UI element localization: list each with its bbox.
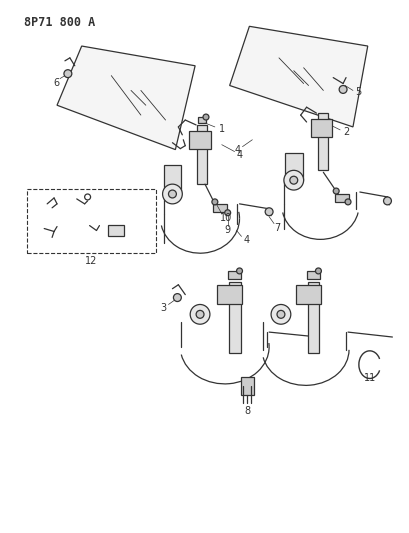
Circle shape xyxy=(225,210,231,216)
Bar xyxy=(198,117,206,123)
Text: 8: 8 xyxy=(244,406,250,416)
Circle shape xyxy=(162,184,182,204)
Circle shape xyxy=(196,310,204,318)
Text: 2: 2 xyxy=(343,127,349,137)
Circle shape xyxy=(173,294,181,302)
Text: 9: 9 xyxy=(225,225,231,236)
Circle shape xyxy=(315,268,321,274)
Text: 1: 1 xyxy=(219,124,225,134)
Bar xyxy=(27,189,156,253)
Text: 4: 4 xyxy=(234,144,240,155)
Bar xyxy=(164,165,181,193)
Text: 10: 10 xyxy=(220,213,232,223)
Circle shape xyxy=(345,199,351,205)
Circle shape xyxy=(333,188,339,194)
Circle shape xyxy=(339,85,347,93)
Bar xyxy=(285,152,303,180)
Circle shape xyxy=(203,114,209,120)
Polygon shape xyxy=(57,46,195,150)
Circle shape xyxy=(284,171,303,190)
Text: 3: 3 xyxy=(160,303,166,313)
Bar xyxy=(108,224,124,237)
Bar xyxy=(240,377,254,395)
Bar xyxy=(229,282,240,353)
Bar xyxy=(319,113,328,171)
Bar xyxy=(189,131,211,149)
Bar xyxy=(307,271,320,279)
Circle shape xyxy=(212,199,218,205)
Circle shape xyxy=(236,268,243,274)
Circle shape xyxy=(384,197,391,205)
Bar xyxy=(197,125,207,184)
Text: 5: 5 xyxy=(355,87,361,98)
Bar xyxy=(310,119,332,137)
Bar xyxy=(213,204,227,212)
Bar xyxy=(228,271,241,279)
Bar xyxy=(335,194,349,202)
Bar xyxy=(308,282,319,353)
Circle shape xyxy=(290,176,298,184)
Text: 8P71 800 A: 8P71 800 A xyxy=(25,17,96,29)
Circle shape xyxy=(265,208,273,216)
Text: 6: 6 xyxy=(53,77,59,87)
Bar xyxy=(217,285,243,304)
Circle shape xyxy=(190,304,210,324)
Text: 4: 4 xyxy=(236,150,243,159)
Polygon shape xyxy=(230,26,368,127)
Circle shape xyxy=(64,70,72,78)
Bar xyxy=(296,285,321,304)
Circle shape xyxy=(277,310,285,318)
Circle shape xyxy=(169,190,176,198)
Text: 12: 12 xyxy=(85,256,98,266)
Text: 4: 4 xyxy=(243,236,249,245)
Text: 7: 7 xyxy=(274,223,280,232)
Circle shape xyxy=(271,304,291,324)
Text: 11: 11 xyxy=(364,374,376,383)
